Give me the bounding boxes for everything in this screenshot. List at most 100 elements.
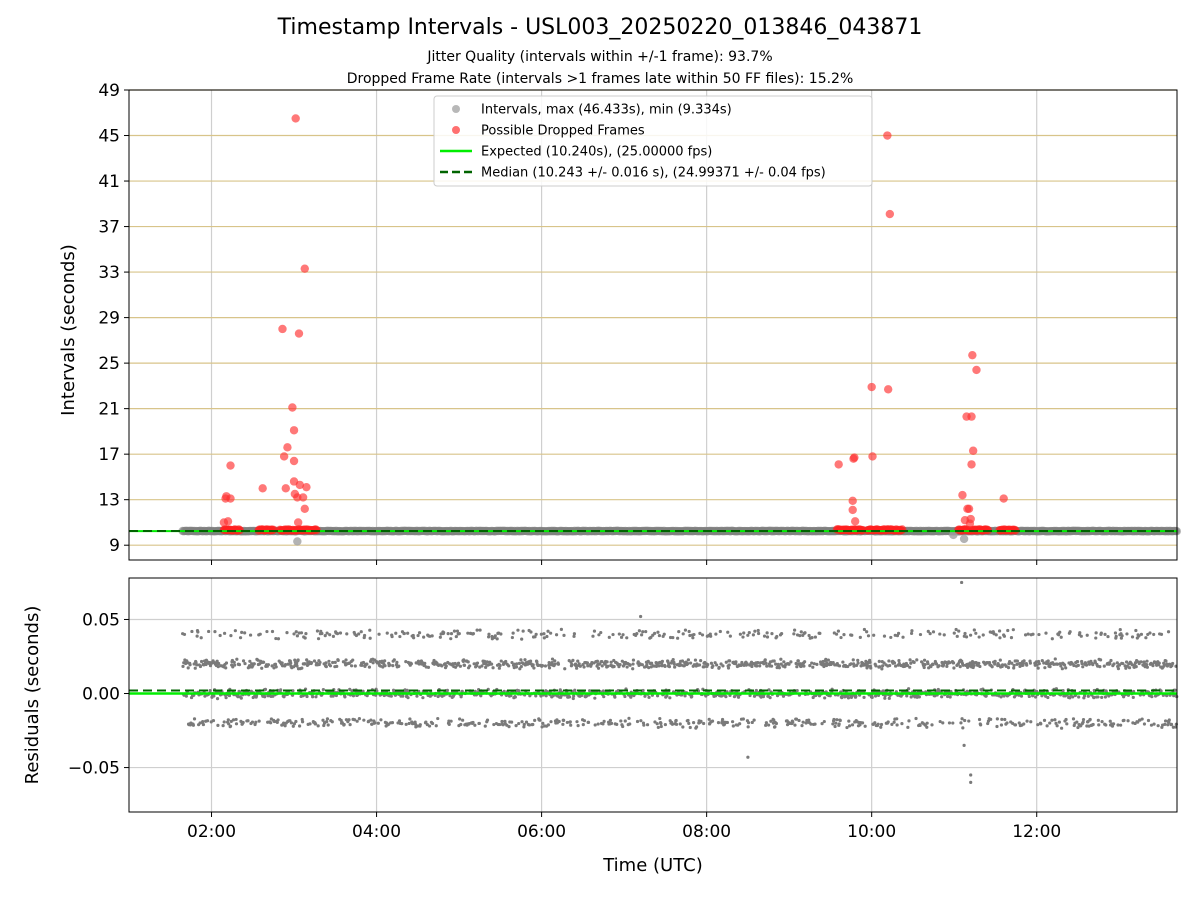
residual-point — [637, 629, 641, 633]
y-tick-label: 17 — [98, 445, 120, 465]
residual-point — [282, 695, 286, 699]
residual-point — [345, 632, 349, 636]
residual-point — [401, 694, 405, 698]
residual-point — [1139, 632, 1144, 636]
residual-point — [237, 663, 242, 667]
residual-point — [874, 664, 878, 668]
residual-point — [227, 693, 232, 698]
residual-point — [210, 661, 214, 665]
residual-point — [295, 634, 299, 638]
residual-point — [631, 667, 635, 671]
residual-point — [342, 722, 346, 727]
residual-point — [1108, 719, 1112, 723]
residual-point — [531, 722, 535, 727]
residual-point — [1130, 635, 1135, 639]
dropped-frame-point — [295, 480, 305, 490]
residual-point — [195, 634, 199, 638]
residual-point — [909, 631, 914, 636]
residual-point — [647, 666, 651, 670]
residual-point — [961, 663, 965, 667]
residual-point — [466, 660, 470, 664]
residual-point — [514, 665, 519, 669]
residual-point — [1173, 688, 1177, 692]
residual-point — [1134, 665, 1138, 669]
residual-point — [322, 723, 326, 728]
residual-point — [599, 630, 603, 635]
residual-point — [915, 658, 919, 662]
residual-point — [1124, 660, 1129, 664]
residual-point — [928, 632, 932, 636]
residual-point — [1159, 632, 1164, 637]
residual-point — [323, 634, 327, 638]
residual-point — [1139, 660, 1143, 664]
residual-point — [211, 718, 216, 723]
residual-point — [855, 663, 859, 667]
residual-point — [1165, 694, 1169, 698]
residual-point — [404, 722, 408, 726]
residual-point — [1076, 725, 1080, 730]
residual-point — [208, 689, 212, 693]
residual-point — [510, 720, 514, 724]
residual-point — [182, 632, 187, 637]
dropped-frame-point — [226, 461, 235, 470]
x-tick-label: 08:00 — [682, 822, 731, 842]
residual-point — [582, 719, 587, 723]
residual-point — [343, 695, 347, 699]
residual-point — [741, 717, 745, 721]
residual-point — [683, 628, 688, 632]
residual-point — [974, 631, 978, 635]
residual-point — [593, 723, 597, 727]
residual-point — [764, 723, 768, 727]
residual-point — [1099, 631, 1103, 635]
residual-point — [831, 722, 835, 726]
residual-point — [601, 722, 605, 726]
residual-point — [794, 661, 798, 666]
residual-point — [938, 632, 942, 636]
residual-point — [758, 664, 762, 668]
residual-point — [780, 631, 784, 636]
residual-point — [1145, 659, 1149, 663]
residual-point — [303, 662, 307, 666]
residual-point — [201, 722, 206, 727]
residual-point — [860, 721, 865, 725]
residual-point — [519, 658, 523, 662]
residual-point — [595, 659, 600, 663]
residual-point — [694, 725, 699, 729]
residual-point — [1109, 658, 1113, 663]
residual-point — [534, 694, 538, 698]
dropped-frame-point — [226, 494, 235, 503]
residual-point — [213, 630, 217, 634]
residual-point — [534, 632, 538, 637]
residual-point — [1091, 722, 1095, 727]
residual-point — [383, 664, 387, 668]
residual-point — [1079, 634, 1083, 638]
residual-point — [522, 722, 526, 727]
dropped-frame-point — [964, 504, 974, 513]
residual-point — [1112, 662, 1116, 666]
residual-point — [918, 632, 923, 637]
residual-point — [721, 664, 725, 668]
residual-point — [535, 660, 539, 664]
residual-point — [434, 724, 438, 728]
residual-point — [240, 630, 244, 634]
y-tick-label: 0.05 — [82, 610, 120, 630]
dropped-frame-point — [294, 329, 304, 338]
residual-point — [897, 659, 901, 663]
residual-point — [845, 725, 849, 730]
residual-point — [593, 696, 597, 700]
residual-point — [586, 720, 591, 724]
dropped-frame-point — [883, 131, 892, 140]
residual-point — [232, 660, 236, 664]
residual-point — [1029, 720, 1033, 724]
residual-point — [605, 660, 609, 664]
residual-point — [774, 721, 779, 726]
residual-point — [914, 716, 918, 721]
residual-point — [726, 630, 730, 634]
residual-point — [461, 718, 465, 722]
residual-point — [426, 665, 431, 669]
residual-point — [553, 662, 557, 666]
residual-point — [567, 695, 572, 699]
residual-point — [945, 694, 950, 699]
residual-point — [645, 723, 650, 727]
residual-point — [289, 661, 293, 665]
